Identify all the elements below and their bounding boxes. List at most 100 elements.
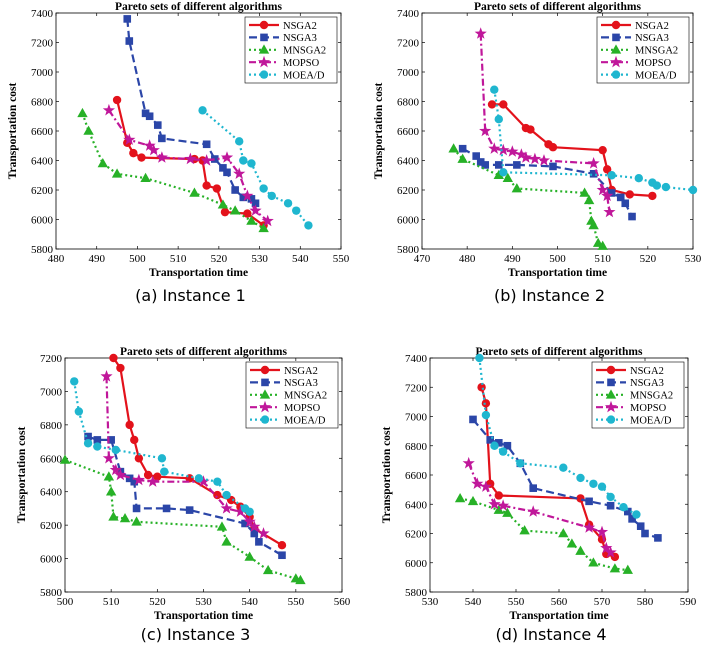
data-point <box>220 207 230 217</box>
data-point <box>606 501 615 510</box>
data-point <box>245 507 254 516</box>
data-point <box>292 206 301 215</box>
data-point <box>131 516 142 526</box>
data-point <box>481 399 491 408</box>
data-point <box>261 214 274 227</box>
data-point <box>448 143 459 153</box>
series-mopso <box>462 456 617 558</box>
data-point <box>549 162 557 171</box>
x-tick-label: 570 <box>594 596 611 608</box>
data-point <box>601 189 614 202</box>
series-line <box>459 497 628 572</box>
data-point <box>624 507 632 516</box>
data-point <box>502 507 513 517</box>
data-point <box>625 190 634 199</box>
series-mnsga2 <box>59 454 306 585</box>
legend-marker <box>259 389 271 399</box>
data-point <box>598 145 607 155</box>
data-point <box>70 377 79 386</box>
y-axis-label: Transportation cost <box>381 427 393 524</box>
data-point <box>184 152 197 165</box>
data-point <box>481 410 491 420</box>
y-tick-label: 6800 <box>40 420 63 432</box>
data-point <box>114 468 127 481</box>
y-tick-label: 6000 <box>405 558 428 570</box>
data-point <box>654 534 662 542</box>
data-point <box>97 158 109 168</box>
data-point <box>233 167 246 179</box>
series-moea-d <box>198 106 313 230</box>
data-point <box>248 520 261 532</box>
x-tick-label: 500 <box>549 253 566 265</box>
chart-title: Pareto sets of different algorithms <box>115 1 282 13</box>
data-point <box>132 504 141 513</box>
data-point <box>632 510 641 519</box>
y-tick-label: 5800 <box>40 587 63 599</box>
x-tick-label: 560 <box>551 596 568 608</box>
data-point <box>105 486 117 496</box>
data-point <box>132 473 145 486</box>
data-point <box>576 494 585 503</box>
series-mopso <box>100 370 270 539</box>
data-point <box>469 415 477 424</box>
x-tick-label: 510 <box>594 253 611 265</box>
data-point <box>239 193 248 202</box>
y-tick-label: 6200 <box>40 520 63 532</box>
data-point <box>283 199 293 208</box>
x-axis-label: Transportation time <box>509 610 608 622</box>
x-tick-label: 510 <box>170 253 187 265</box>
data-point <box>241 189 254 202</box>
data-point <box>529 484 537 492</box>
data-point <box>116 363 125 373</box>
data-point <box>526 125 535 134</box>
data-point <box>515 148 528 160</box>
data-point <box>157 454 167 463</box>
data-point <box>619 502 628 512</box>
y-tick-label: 7000 <box>31 67 54 79</box>
data-point <box>589 169 598 178</box>
data-point <box>588 557 599 567</box>
data-point <box>609 563 621 573</box>
y-tick-label: 6400 <box>31 156 54 168</box>
legend-entry: MNSGA2 <box>635 46 678 57</box>
y-tick-label: 7000 <box>397 67 420 79</box>
y-tick-label: 7400 <box>397 8 420 20</box>
y-tick-label: 6600 <box>405 470 428 482</box>
data-point <box>216 521 228 531</box>
y-tick-label: 5800 <box>405 587 428 599</box>
legend-entry: NSGA2 <box>283 21 317 32</box>
y-tick-label: 5800 <box>31 244 54 256</box>
data-point <box>219 164 227 172</box>
x-tick-label: 540 <box>465 596 482 608</box>
data-point <box>585 497 593 506</box>
data-point <box>103 471 115 481</box>
data-point <box>102 451 115 464</box>
x-axis-label: Transportation time <box>149 267 248 279</box>
data-point <box>129 148 138 158</box>
data-point <box>502 172 514 182</box>
y-tick-label: 6000 <box>31 215 54 227</box>
x-tick-label: 520 <box>640 253 657 265</box>
y-tick-label: 6200 <box>405 529 428 541</box>
data-point <box>511 183 523 193</box>
data-point <box>250 529 259 538</box>
data-point <box>210 155 219 163</box>
y-tick-label: 7400 <box>405 353 428 365</box>
data-point <box>661 182 671 192</box>
data-point <box>494 161 503 169</box>
data-point <box>652 181 662 190</box>
data-point <box>146 475 159 487</box>
data-point <box>125 420 134 430</box>
y-tick-label: 6600 <box>31 126 54 138</box>
panel-caption: (b) Instance 2 <box>494 286 605 305</box>
series-moea-d <box>70 377 254 516</box>
x-tick-label: 540 <box>241 596 258 608</box>
legend-marker <box>606 415 616 424</box>
data-point <box>217 199 229 209</box>
x-tick-label: 520 <box>149 596 166 608</box>
y-axis-label: Transportation cost <box>373 83 385 180</box>
y-tick-label: 6800 <box>405 441 428 453</box>
legend-marker <box>607 378 615 387</box>
data-point <box>641 529 649 538</box>
